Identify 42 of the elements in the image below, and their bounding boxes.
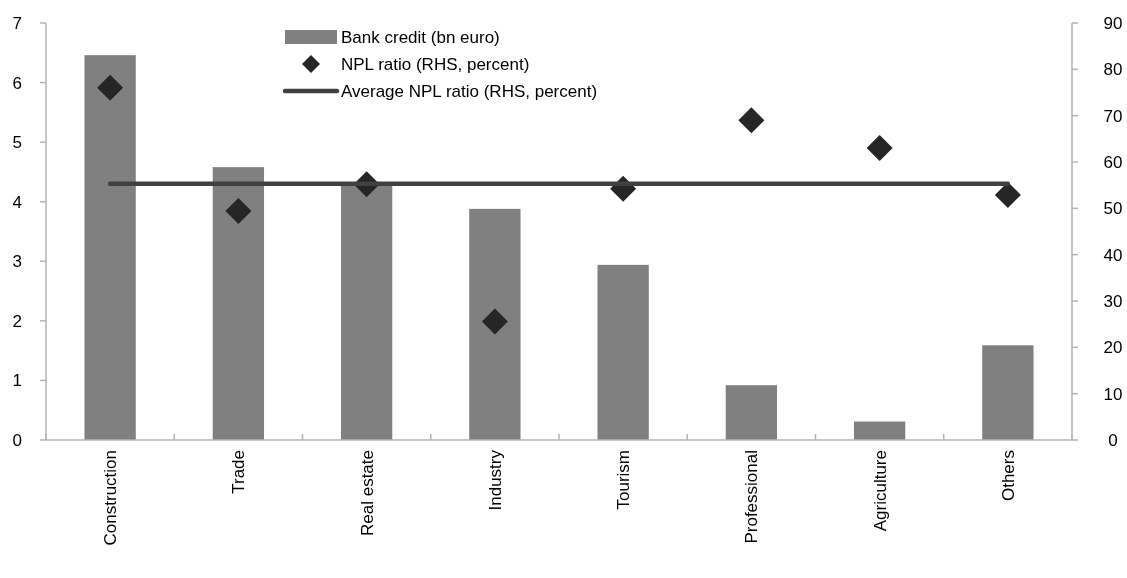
- bar: [853, 421, 906, 440]
- y2-tick-label: 10: [1103, 384, 1123, 404]
- y-tick-label: 2: [12, 311, 22, 331]
- bar: [469, 208, 521, 440]
- y-tick-label: 6: [12, 73, 22, 93]
- x-tick-label: Real estate: [357, 450, 377, 536]
- legend-label: Average NPL ratio (RHS, percent): [341, 81, 598, 101]
- y-tick-label: 0: [12, 430, 22, 450]
- y2-tick-label: 70: [1103, 106, 1123, 126]
- y-tick-label: 1: [12, 371, 22, 391]
- y-tick-label: 5: [12, 133, 22, 153]
- x-tick-label: Tourism: [614, 450, 634, 510]
- point: [738, 107, 765, 134]
- y-tick-label: 4: [12, 192, 22, 212]
- legend-label: Bank credit (bn euro): [341, 27, 500, 47]
- y2-tick-label: 60: [1103, 152, 1123, 172]
- bar: [84, 55, 136, 440]
- y2-tick-label: 90: [1103, 13, 1123, 33]
- y2-tick-label: 40: [1103, 245, 1123, 265]
- point: [481, 308, 508, 335]
- x-tick-label: Professional: [742, 450, 762, 544]
- point: [866, 135, 893, 162]
- y2-tick-label: 80: [1103, 60, 1123, 80]
- x-tick-label: Construction: [101, 450, 121, 546]
- point: [225, 198, 252, 225]
- y2-tick-label: 0: [1108, 430, 1118, 450]
- bar: [212, 167, 265, 440]
- x-tick-label: Industry: [485, 449, 505, 511]
- x-tick-label: Others: [998, 450, 1018, 502]
- bar: [597, 264, 649, 440]
- legend-label: NPL ratio (RHS, percent): [341, 54, 530, 74]
- y2-tick-label: 20: [1103, 338, 1123, 358]
- y2-tick-label: 50: [1103, 199, 1123, 219]
- bar: [725, 385, 778, 440]
- point: [97, 74, 124, 101]
- bar: [340, 183, 393, 440]
- bar: [982, 345, 1034, 440]
- y-tick-label: 7: [12, 13, 22, 33]
- y-tick-label: 3: [12, 252, 22, 272]
- x-tick-label: Agriculture: [870, 450, 890, 532]
- y2-tick-label: 30: [1103, 291, 1123, 311]
- x-tick-label: Trade: [229, 450, 249, 494]
